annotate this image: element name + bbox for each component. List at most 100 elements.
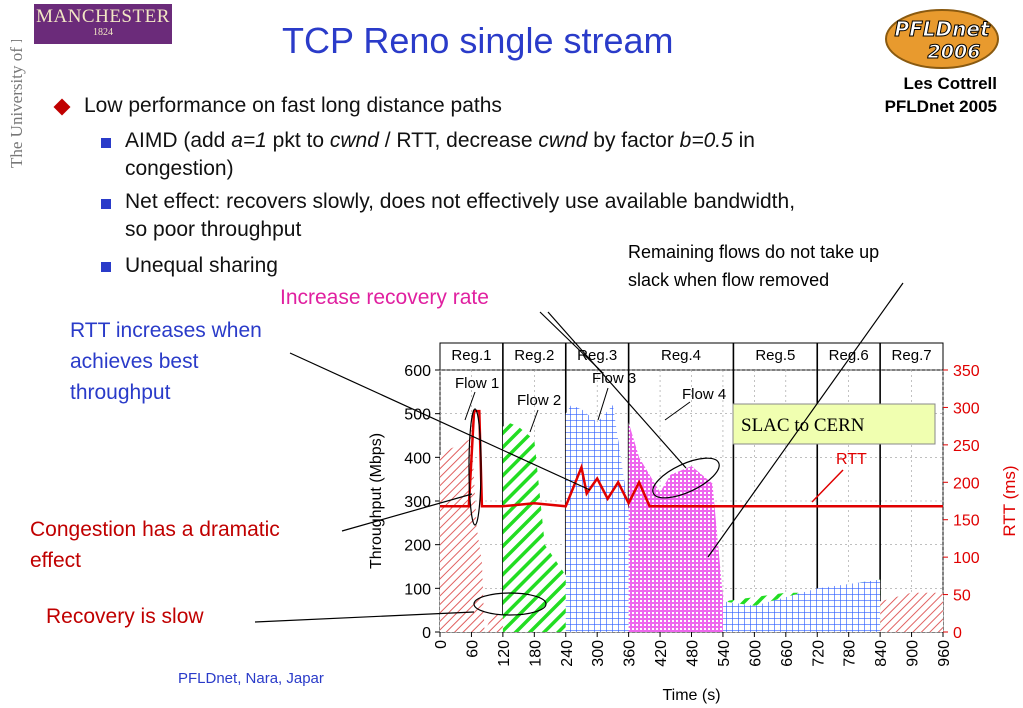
congestion-line2: effect (30, 549, 81, 572)
bullet-square-icon (101, 262, 111, 272)
y2-tick-label: 300 (953, 400, 980, 417)
bullet-main: Low performance on fast long distance pa… (84, 94, 502, 117)
region-label: Reg.4 (661, 347, 701, 364)
x-tick-label: 720 (810, 640, 827, 667)
region-label: Reg.1 (451, 347, 491, 364)
increase-recovery-note: Increase recovery rate (280, 286, 489, 309)
rtt-legend-arrow (811, 469, 844, 503)
bullet-aimd: AIMD (add a=1 pkt to cwnd / RTT, decreas… (125, 127, 755, 155)
y2-tick-label: 350 (953, 363, 980, 380)
y2-tick-label: 100 (953, 550, 980, 567)
flow-label: Flow 2 (517, 392, 561, 409)
remaining-arrow (707, 282, 904, 558)
rtt-note-line1: RTT increases when (70, 319, 262, 342)
university-side-text: The University of Manchester (7, 40, 26, 168)
recovery-slow-note: Recovery is slow (46, 605, 204, 628)
x-tick-label: 780 (842, 640, 859, 667)
increase-arrow-2 (539, 311, 603, 373)
bullet-net-effect-line2: so poor throughput (125, 218, 302, 241)
congestion-arrow (341, 493, 473, 532)
pfld-logo-line2: 2006 (928, 41, 981, 63)
author-block: Les Cottrell PFLDnet 2005 (885, 72, 997, 118)
bullet-square-icon (101, 138, 111, 148)
remaining-line1: Remaining flows do not take up (628, 242, 880, 262)
y-tick-label: 200 (404, 538, 431, 555)
x-tick-label: 660 (779, 640, 796, 667)
aimd-text-5: in (732, 129, 755, 152)
aimd-text-2: pkt to (266, 129, 330, 152)
annotation-arrows (254, 282, 904, 623)
y-tick-label: 300 (404, 494, 431, 511)
x-tick-label: 960 (936, 640, 953, 667)
congestion-line1: Congestion has a dramatic (30, 518, 280, 541)
aimd-text-1: AIMD (add (125, 129, 232, 152)
y2-tick-label: 0 (953, 625, 962, 642)
y-tick-label: 500 (404, 407, 431, 424)
x-tick-label: 120 (496, 640, 513, 667)
pfld-logo-line1: PFLDnet (894, 17, 990, 41)
region-label: Reg.5 (755, 347, 795, 364)
x-tick-label: 540 (716, 640, 733, 667)
bullet-unequal: Unequal sharing (125, 254, 278, 277)
rtt-arrow (289, 352, 591, 491)
x-tick-label: 240 (559, 640, 576, 667)
x-tick-label: 180 (527, 640, 544, 667)
rtt-increase-note: RTT increases when achieves best through… (70, 315, 262, 408)
x-tick-label: 60 (464, 640, 481, 658)
slac-cern-label: SLAC to CERN (741, 415, 865, 436)
logo-year: 1824 (93, 27, 113, 38)
slac-cern-box (732, 403, 936, 445)
x-tick-label: 360 (622, 640, 639, 667)
aimd-a: a=1 (231, 129, 267, 152)
aimd-cwnd-2: cwnd (538, 129, 588, 152)
y-tick-label: 0 (422, 625, 431, 642)
logo-name: MANCHESTER (36, 6, 170, 27)
aimd-text-4: by factor (587, 129, 680, 152)
y-tick-label: 400 (404, 450, 431, 467)
bullet-net-effect-line1: Net effect: recovers slowly, does not ef… (125, 190, 796, 213)
aimd-cwnd-1: cwnd (329, 129, 379, 152)
region-label: Reg.2 (514, 347, 554, 364)
x-tick-label: 0 (433, 640, 450, 649)
rtt-legend-label: RTT (836, 451, 867, 468)
x-tick-label: 840 (873, 640, 890, 667)
aimd-b: b=0.5 (679, 129, 733, 152)
y-axis-label: Throughput (Mbps) (368, 433, 385, 569)
x-axis-label: Time (s) (662, 687, 720, 704)
recovery-highlight-ellipse (473, 592, 547, 616)
remaining-line2: slack when flow removed (628, 270, 830, 290)
flow1-highlight-ellipse (468, 408, 482, 526)
flow-label-pointer (664, 401, 691, 421)
y2-tick-label: 250 (953, 438, 980, 455)
university-logo: MANCHESTER 1824 (34, 4, 172, 44)
y2-axis-label: RTT (ms) (1000, 465, 1019, 536)
region-label: Reg.6 (829, 347, 869, 364)
bullet-aimd-line2: congestion) (125, 157, 234, 180)
series-area-4 (628, 422, 723, 632)
x-tick-label: 480 (685, 640, 702, 667)
aimd-text-3: / RTT, decrease (378, 129, 539, 152)
side-text-label: The University of Manchester (7, 40, 26, 168)
flow-label-pointer (464, 391, 476, 421)
recovery-arrow (254, 611, 475, 623)
bullet-square-icon (101, 199, 111, 209)
region-label: Reg.3 (577, 347, 617, 364)
x-tick-label: 900 (905, 640, 922, 667)
increase-arrow-1 (547, 311, 687, 469)
region-label: Reg.7 (892, 347, 932, 364)
flow4-highlight-ellipse (652, 457, 720, 499)
x-tick-label: 300 (590, 640, 607, 667)
x-tick-label: 600 (747, 640, 764, 667)
remaining-flows-note: Remaining flows do not take up slack whe… (628, 238, 879, 294)
footer-text: PFLDnet, Nara, Japar (178, 670, 324, 687)
flow-label: Flow 3 (592, 370, 636, 387)
rtt-note-line2: achieves best (70, 350, 199, 373)
flow-label-pointer (529, 409, 539, 433)
author-name: Les Cottrell (903, 74, 997, 93)
series-area-1 (440, 431, 943, 632)
y2-tick-label: 50 (953, 588, 971, 605)
flow-label-pointer (597, 387, 609, 421)
page-title: TCP Reno single stream (282, 20, 674, 61)
